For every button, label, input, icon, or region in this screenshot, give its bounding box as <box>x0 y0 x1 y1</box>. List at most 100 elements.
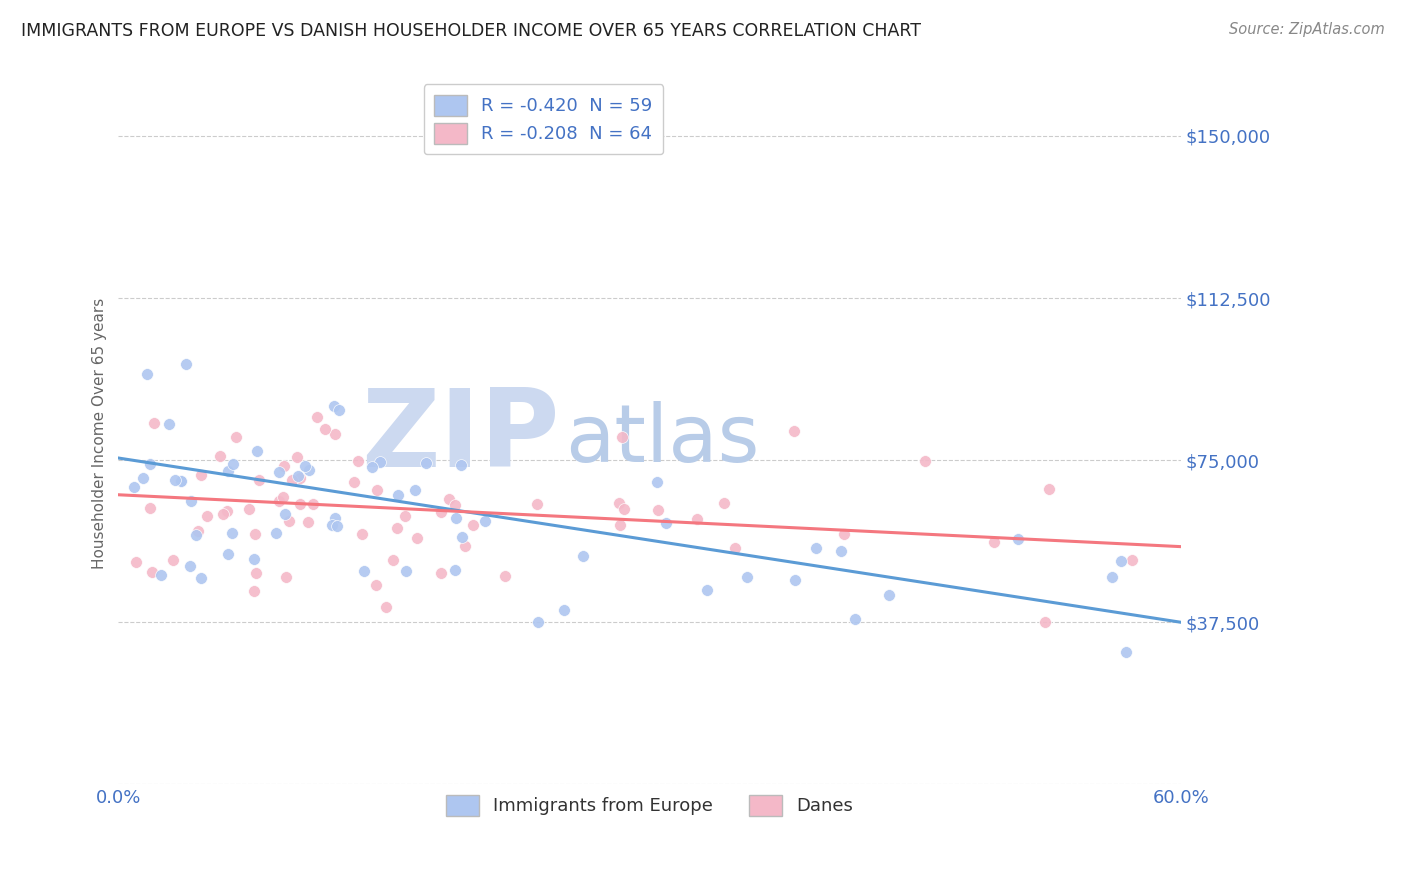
Point <box>394 509 416 524</box>
Point <box>612 430 634 444</box>
Point <box>360 459 382 474</box>
Point <box>186 527 208 541</box>
Point <box>302 497 325 511</box>
Point <box>415 456 437 470</box>
Point <box>287 469 309 483</box>
Point <box>247 473 270 487</box>
Point <box>437 491 460 506</box>
Point <box>463 518 485 533</box>
Point <box>238 502 260 516</box>
Point <box>266 526 288 541</box>
Point <box>526 497 548 511</box>
Point <box>323 511 346 525</box>
Point <box>297 463 319 477</box>
Point <box>170 474 193 488</box>
Point <box>139 457 162 471</box>
Point <box>321 517 343 532</box>
Point <box>454 539 477 553</box>
Point <box>983 534 1005 549</box>
Point <box>645 475 668 489</box>
Point <box>124 479 146 493</box>
Point <box>444 498 467 512</box>
Text: atlas: atlas <box>565 401 759 479</box>
Point <box>647 503 669 517</box>
Point <box>450 458 472 472</box>
Point <box>713 496 735 510</box>
Point <box>404 483 426 498</box>
Point <box>323 427 346 442</box>
Point <box>208 449 231 463</box>
Point <box>735 570 758 584</box>
Point <box>366 483 388 497</box>
Point <box>405 531 427 545</box>
Text: ZIP: ZIP <box>361 384 560 490</box>
Point <box>217 464 239 478</box>
Point <box>350 526 373 541</box>
Point <box>783 424 806 438</box>
Point <box>294 458 316 473</box>
Point <box>190 571 212 585</box>
Point <box>170 474 193 488</box>
Point <box>343 475 366 489</box>
Point <box>572 549 595 563</box>
Point <box>125 555 148 569</box>
Point <box>281 473 304 487</box>
Point <box>180 493 202 508</box>
Point <box>150 567 173 582</box>
Point <box>273 459 295 474</box>
Point <box>364 578 387 592</box>
Point <box>804 541 827 555</box>
Point <box>655 516 678 531</box>
Point <box>368 455 391 469</box>
Point <box>245 566 267 580</box>
Text: IMMIGRANTS FROM EUROPE VS DANISH HOUSEHOLDER INCOME OVER 65 YEARS CORRELATION CH: IMMIGRANTS FROM EUROPE VS DANISH HOUSEHO… <box>21 22 921 40</box>
Point <box>274 570 297 584</box>
Point <box>832 527 855 541</box>
Point <box>451 530 474 544</box>
Point <box>187 524 209 538</box>
Point <box>290 497 312 511</box>
Point <box>288 471 311 485</box>
Point <box>686 511 709 525</box>
Point <box>326 518 349 533</box>
Point <box>1038 482 1060 496</box>
Point <box>269 465 291 479</box>
Point <box>609 518 631 533</box>
Point <box>494 568 516 582</box>
Point <box>724 541 747 555</box>
Point <box>830 544 852 558</box>
Point <box>274 508 297 522</box>
Point <box>225 430 247 444</box>
Point <box>242 583 264 598</box>
Point <box>217 547 239 561</box>
Point <box>132 471 155 485</box>
Point <box>328 402 350 417</box>
Point <box>159 417 181 432</box>
Point <box>613 502 636 516</box>
Point <box>243 552 266 566</box>
Point <box>221 457 243 471</box>
Point <box>1007 532 1029 546</box>
Point <box>1115 645 1137 659</box>
Point <box>527 615 550 629</box>
Point <box>142 417 165 431</box>
Point <box>165 473 187 487</box>
Point <box>136 367 159 381</box>
Point <box>844 612 866 626</box>
Point <box>221 525 243 540</box>
Point <box>696 582 718 597</box>
Point <box>174 358 197 372</box>
Point <box>245 527 267 541</box>
Point <box>1101 570 1123 584</box>
Point <box>353 564 375 578</box>
Point <box>246 444 269 458</box>
Point <box>430 506 453 520</box>
Point <box>179 559 201 574</box>
Point <box>285 450 308 464</box>
Point <box>387 488 409 502</box>
Point <box>347 454 370 468</box>
Point <box>141 566 163 580</box>
Point <box>385 521 408 535</box>
Point <box>305 409 328 424</box>
Point <box>211 507 233 521</box>
